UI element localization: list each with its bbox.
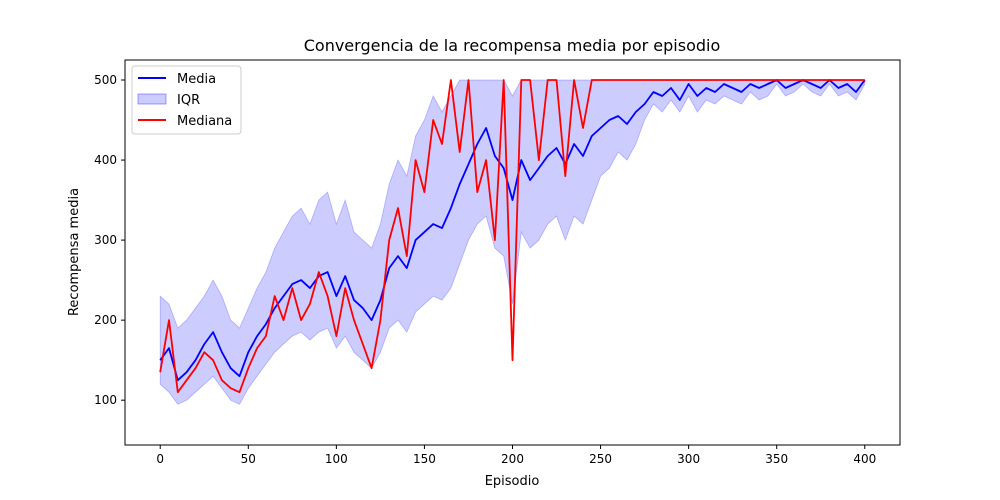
x-tick-label: 350 [765, 452, 788, 466]
x-tick-label: 150 [413, 452, 436, 466]
y-tick-label: 200 [94, 313, 117, 327]
legend-label-iqr: IQR [177, 93, 200, 108]
iqr-band-layer [159, 79, 866, 405]
x-axis-label: Episodio [485, 474, 540, 489]
iqr-band [159, 79, 866, 405]
y-axis: 100 200 300 400 500 [94, 73, 125, 407]
series-line-mediana [159, 79, 865, 394]
x-tick-label: 250 [589, 452, 612, 466]
plot-area [124, 59, 901, 446]
y-tick-label: 300 [94, 233, 117, 247]
y-tick-label: 100 [94, 393, 117, 407]
x-tick-label: 50 [241, 452, 256, 466]
x-tick-label: 400 [853, 452, 876, 466]
y-axis-label: Recompensa media [67, 188, 82, 316]
x-axis: 0 50 100 150 200 250 300 350 400 [156, 445, 876, 466]
x-tick-label: 0 [156, 452, 164, 466]
x-tick-label: 100 [325, 452, 348, 466]
legend-label-mediana: Mediana [177, 114, 232, 129]
x-tick-label: 200 [501, 452, 524, 466]
legend: Media IQR Mediana [131, 65, 242, 135]
x-tick-label: 300 [677, 452, 700, 466]
legend-box [131, 65, 242, 135]
legend-label-media: Media [177, 72, 216, 87]
chart-title: Convergencia de la recompensa media por … [304, 36, 721, 55]
line-layer [159, 79, 866, 394]
y-tick-label: 400 [94, 153, 117, 167]
legend-swatch-iqr [137, 93, 167, 105]
y-tick-label: 500 [94, 73, 117, 87]
